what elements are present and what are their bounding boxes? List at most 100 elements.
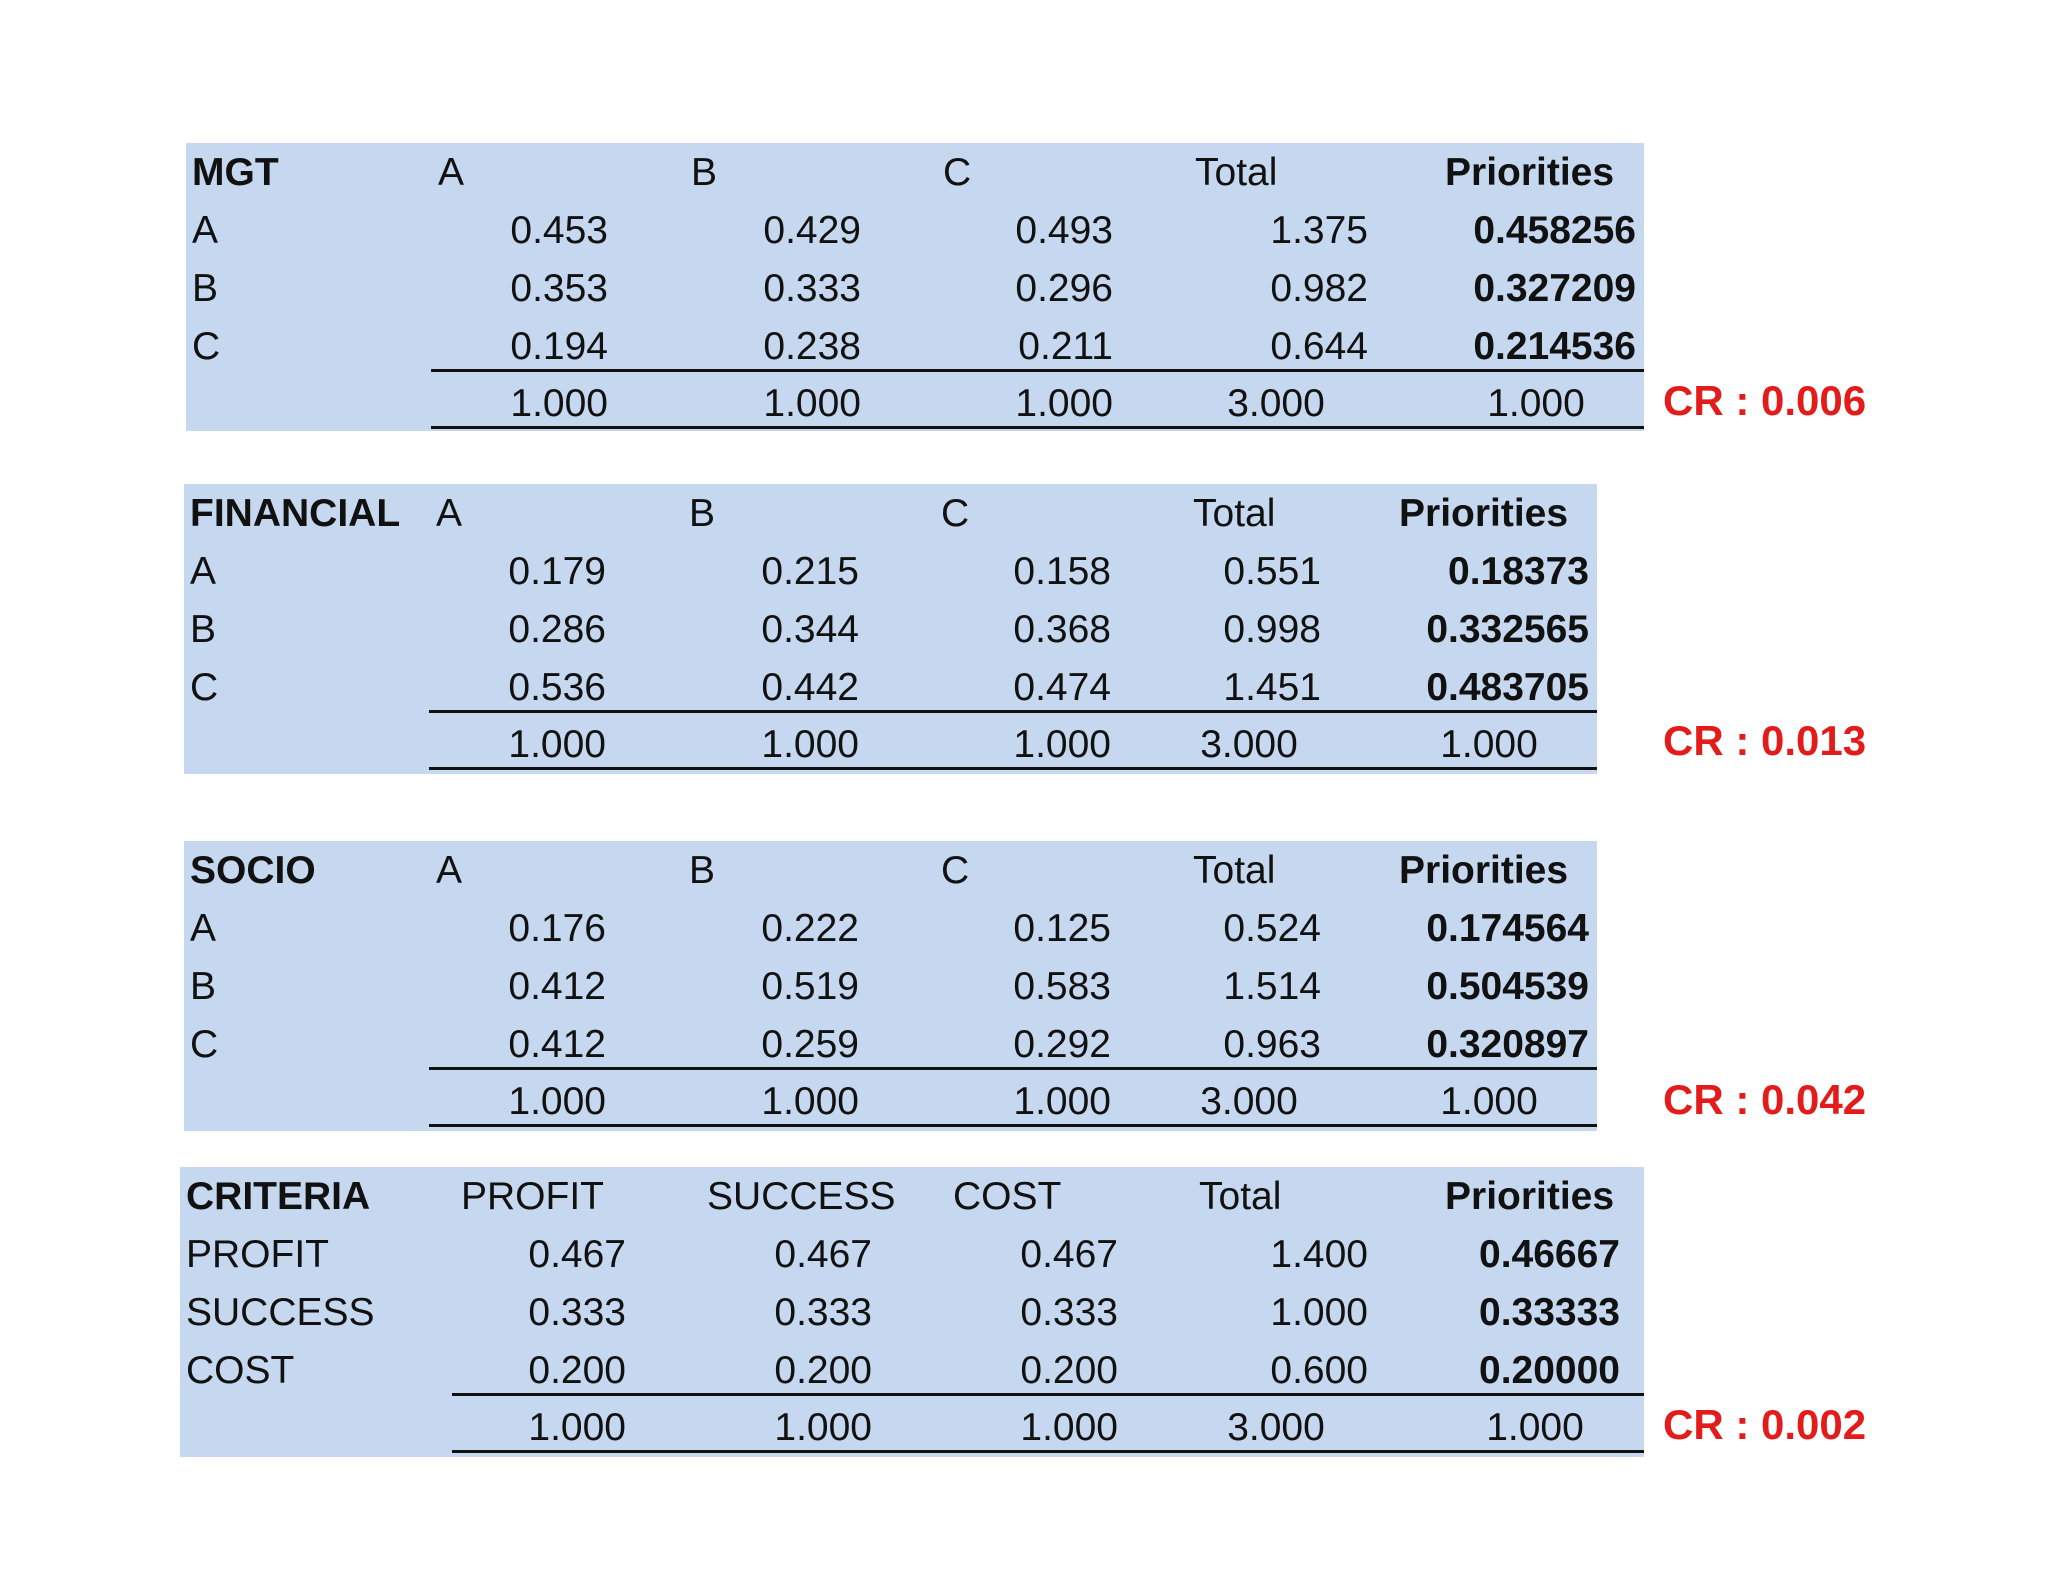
column-header: B [689,492,716,535]
priority-cell: 0.174564 [1426,907,1589,950]
column-header: COST [953,1175,1062,1218]
table-cell: 0.333 [763,267,861,310]
row-label: A [192,209,219,252]
sum-priority-cell: 1.000 [1440,723,1538,766]
column-header: C [943,151,972,194]
table-cell: 0.292 [1013,1023,1111,1066]
sum-divider-top [452,1393,1644,1396]
table-cell: 0.200 [528,1349,626,1392]
row-label: C [190,1023,219,1066]
row-label: C [192,325,221,368]
row-label: C [190,666,219,709]
column-header-priorities: Priorities [1399,849,1569,892]
column-header-priorities: Priorities [1445,1175,1615,1218]
table-cell: 0.467 [1020,1233,1118,1276]
table-cell: 0.583 [1013,965,1111,1008]
sum-total-cell: 3.000 [1200,723,1298,766]
table-cell: 0.222 [761,907,859,950]
priority-cell: 0.46667 [1479,1233,1620,1276]
column-header: B [689,849,716,892]
column-header-priorities: Priorities [1445,151,1615,194]
consistency-ratio-criteria: CR : 0.002 [1663,1401,1867,1448]
row-label: B [190,608,217,651]
table-cell: 0.259 [761,1023,859,1066]
priority-cell: 0.320897 [1426,1023,1589,1066]
priority-cell: 0.327209 [1473,267,1636,310]
sum-cell: 1.000 [510,382,608,425]
table-cell: 0.412 [508,965,606,1008]
table-cell: 0.200 [774,1349,872,1392]
sum-divider-top [429,710,1597,713]
sum-divider-top [431,369,1644,372]
table-cell: 0.176 [508,907,606,950]
total-cell: 0.963 [1223,1023,1321,1066]
table-cell: 0.238 [763,325,861,368]
matrix-table-mgt: MGT A B C Total Priorities A 0.453 0.429… [186,143,1644,431]
table-cell: 0.179 [508,550,606,593]
table-cell: 0.286 [508,608,606,651]
total-cell: 1.451 [1223,666,1321,709]
table-cell: 0.125 [1013,907,1111,950]
priority-cell: 0.18373 [1448,550,1589,593]
matrix-table-criteria: CRITERIA PROFIT SUCCESS COST Total Prior… [180,1167,1644,1457]
column-header: C [941,849,970,892]
priority-cell: 0.483705 [1426,666,1589,709]
column-header: A [436,492,463,535]
sum-cell: 1.000 [763,382,861,425]
table-cell: 0.194 [510,325,608,368]
total-cell: 1.000 [1270,1291,1368,1334]
column-header: PROFIT [461,1175,604,1218]
table-cell: 0.536 [508,666,606,709]
total-cell: 0.551 [1223,550,1321,593]
table-cell: 0.474 [1013,666,1111,709]
sum-cell: 1.000 [508,723,606,766]
sum-divider-bottom [429,1124,1597,1127]
row-label: B [190,965,217,1008]
matrix-table-financial: FINANCIAL A B C Total Priorities A 0.179… [184,484,1597,774]
sum-divider-bottom [429,767,1597,770]
table-cell: 0.296 [1015,267,1113,310]
row-label: PROFIT [186,1233,329,1276]
table-title: SOCIO [190,849,316,892]
table-cell: 0.158 [1013,550,1111,593]
sum-priority-cell: 1.000 [1440,1080,1538,1123]
table-cell: 0.493 [1015,209,1113,252]
sum-divider-bottom [431,426,1644,429]
column-header: Total [1193,849,1276,892]
table-title: MGT [192,151,279,194]
total-cell: 0.998 [1223,608,1321,651]
total-cell: 0.600 [1270,1349,1368,1392]
column-header: B [691,151,718,194]
table-cell: 0.442 [761,666,859,709]
sum-cell: 1.000 [1013,723,1111,766]
priority-cell: 0.504539 [1426,965,1589,1008]
sum-priority-cell: 1.000 [1487,382,1585,425]
table-cell: 0.344 [761,608,859,651]
priority-cell: 0.214536 [1473,325,1636,368]
table-cell: 0.353 [510,267,608,310]
row-label: A [190,550,217,593]
sum-total-cell: 3.000 [1227,1406,1325,1449]
column-header: SUCCESS [707,1175,896,1218]
column-header-priorities: Priorities [1399,492,1569,535]
column-header: Total [1199,1175,1282,1218]
sum-cell: 1.000 [1015,382,1113,425]
table-cell: 0.211 [1018,325,1113,368]
total-cell: 1.400 [1270,1233,1368,1276]
total-cell: 0.524 [1223,907,1321,950]
table-cell: 0.519 [761,965,859,1008]
table-cell: 0.429 [763,209,861,252]
table-cell: 0.333 [528,1291,626,1334]
sum-cell: 1.000 [528,1406,626,1449]
sum-cell: 1.000 [774,1406,872,1449]
table-cell: 0.333 [1020,1291,1118,1334]
sum-cell: 1.000 [761,723,859,766]
table-cell: 0.200 [1020,1349,1118,1392]
total-cell: 0.644 [1270,325,1368,368]
table-cell: 0.467 [528,1233,626,1276]
sum-cell: 1.000 [508,1080,606,1123]
row-label: SUCCESS [186,1291,375,1334]
table-cell: 0.453 [510,209,608,252]
sum-divider-bottom [452,1450,1644,1453]
consistency-ratio-mgt: CR : 0.006 [1663,377,1867,424]
